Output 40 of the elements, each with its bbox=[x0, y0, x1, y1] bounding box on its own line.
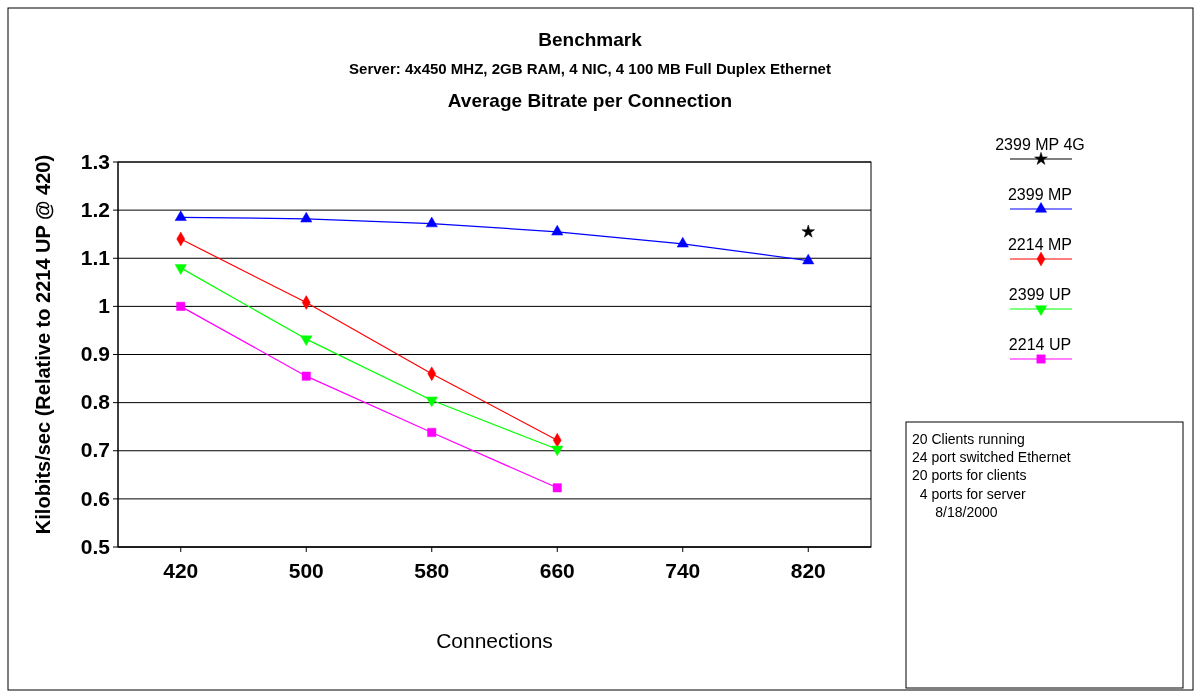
y-tick-label: 0.5 bbox=[80, 534, 111, 558]
y-tick-label: 1 bbox=[98, 294, 111, 318]
text: 20 Clients running 24 port switched Ethernet 20 ports for clients 4 ports for server 8/18/2000 bbox=[912, 431, 1071, 520]
point bbox=[676, 237, 689, 248]
y-tick-label: 0.7 bbox=[80, 438, 110, 462]
y-tick-label: 0.6 bbox=[80, 486, 110, 510]
point bbox=[427, 428, 437, 437]
y-tick-label: 1.1 bbox=[80, 245, 111, 269]
point bbox=[300, 212, 313, 223]
y-tick-label: 1.3 bbox=[80, 149, 110, 173]
point bbox=[425, 396, 438, 407]
point bbox=[174, 210, 187, 221]
point bbox=[301, 371, 311, 381]
text: 2214 UP bbox=[1008, 336, 1072, 353]
point bbox=[551, 445, 564, 457]
point bbox=[300, 335, 313, 346]
chart-subtitle: Server: 4x450 MHZ, 2GB RAM, 4 NIC, 4 100 MB Full Duplex Ethernet bbox=[349, 60, 831, 77]
text: 2399 MP 4G bbox=[995, 136, 1085, 153]
text: 2214 MP bbox=[1007, 236, 1073, 253]
text: Average Bitrate per Connection bbox=[447, 90, 733, 111]
y-axis-title: Kilobits/sec (Relative to 2214 UP @ 420) bbox=[32, 154, 54, 535]
x-tick-label: 740 bbox=[665, 559, 701, 583]
point bbox=[551, 225, 564, 236]
chart-title: Benchmark bbox=[538, 29, 643, 50]
text: 2399 UP bbox=[1008, 286, 1072, 303]
x-tick-label: 660 bbox=[539, 559, 575, 583]
y-tick-label: 0.9 bbox=[80, 342, 110, 366]
y-tick-label: 1.2 bbox=[80, 197, 110, 221]
x-tick-label: 580 bbox=[414, 559, 450, 583]
point bbox=[802, 253, 815, 265]
text: 2399 MP bbox=[1007, 186, 1073, 203]
point bbox=[425, 216, 438, 228]
x-tick-label: 420 bbox=[163, 559, 199, 583]
x-axis-title: Connections bbox=[436, 629, 553, 652]
point bbox=[176, 301, 186, 311]
y-tick-label: 0.8 bbox=[80, 390, 111, 414]
point bbox=[552, 483, 562, 493]
x-tick-label: 820 bbox=[790, 559, 826, 583]
x-tick-label: 500 bbox=[288, 559, 324, 583]
point bbox=[801, 224, 815, 238]
